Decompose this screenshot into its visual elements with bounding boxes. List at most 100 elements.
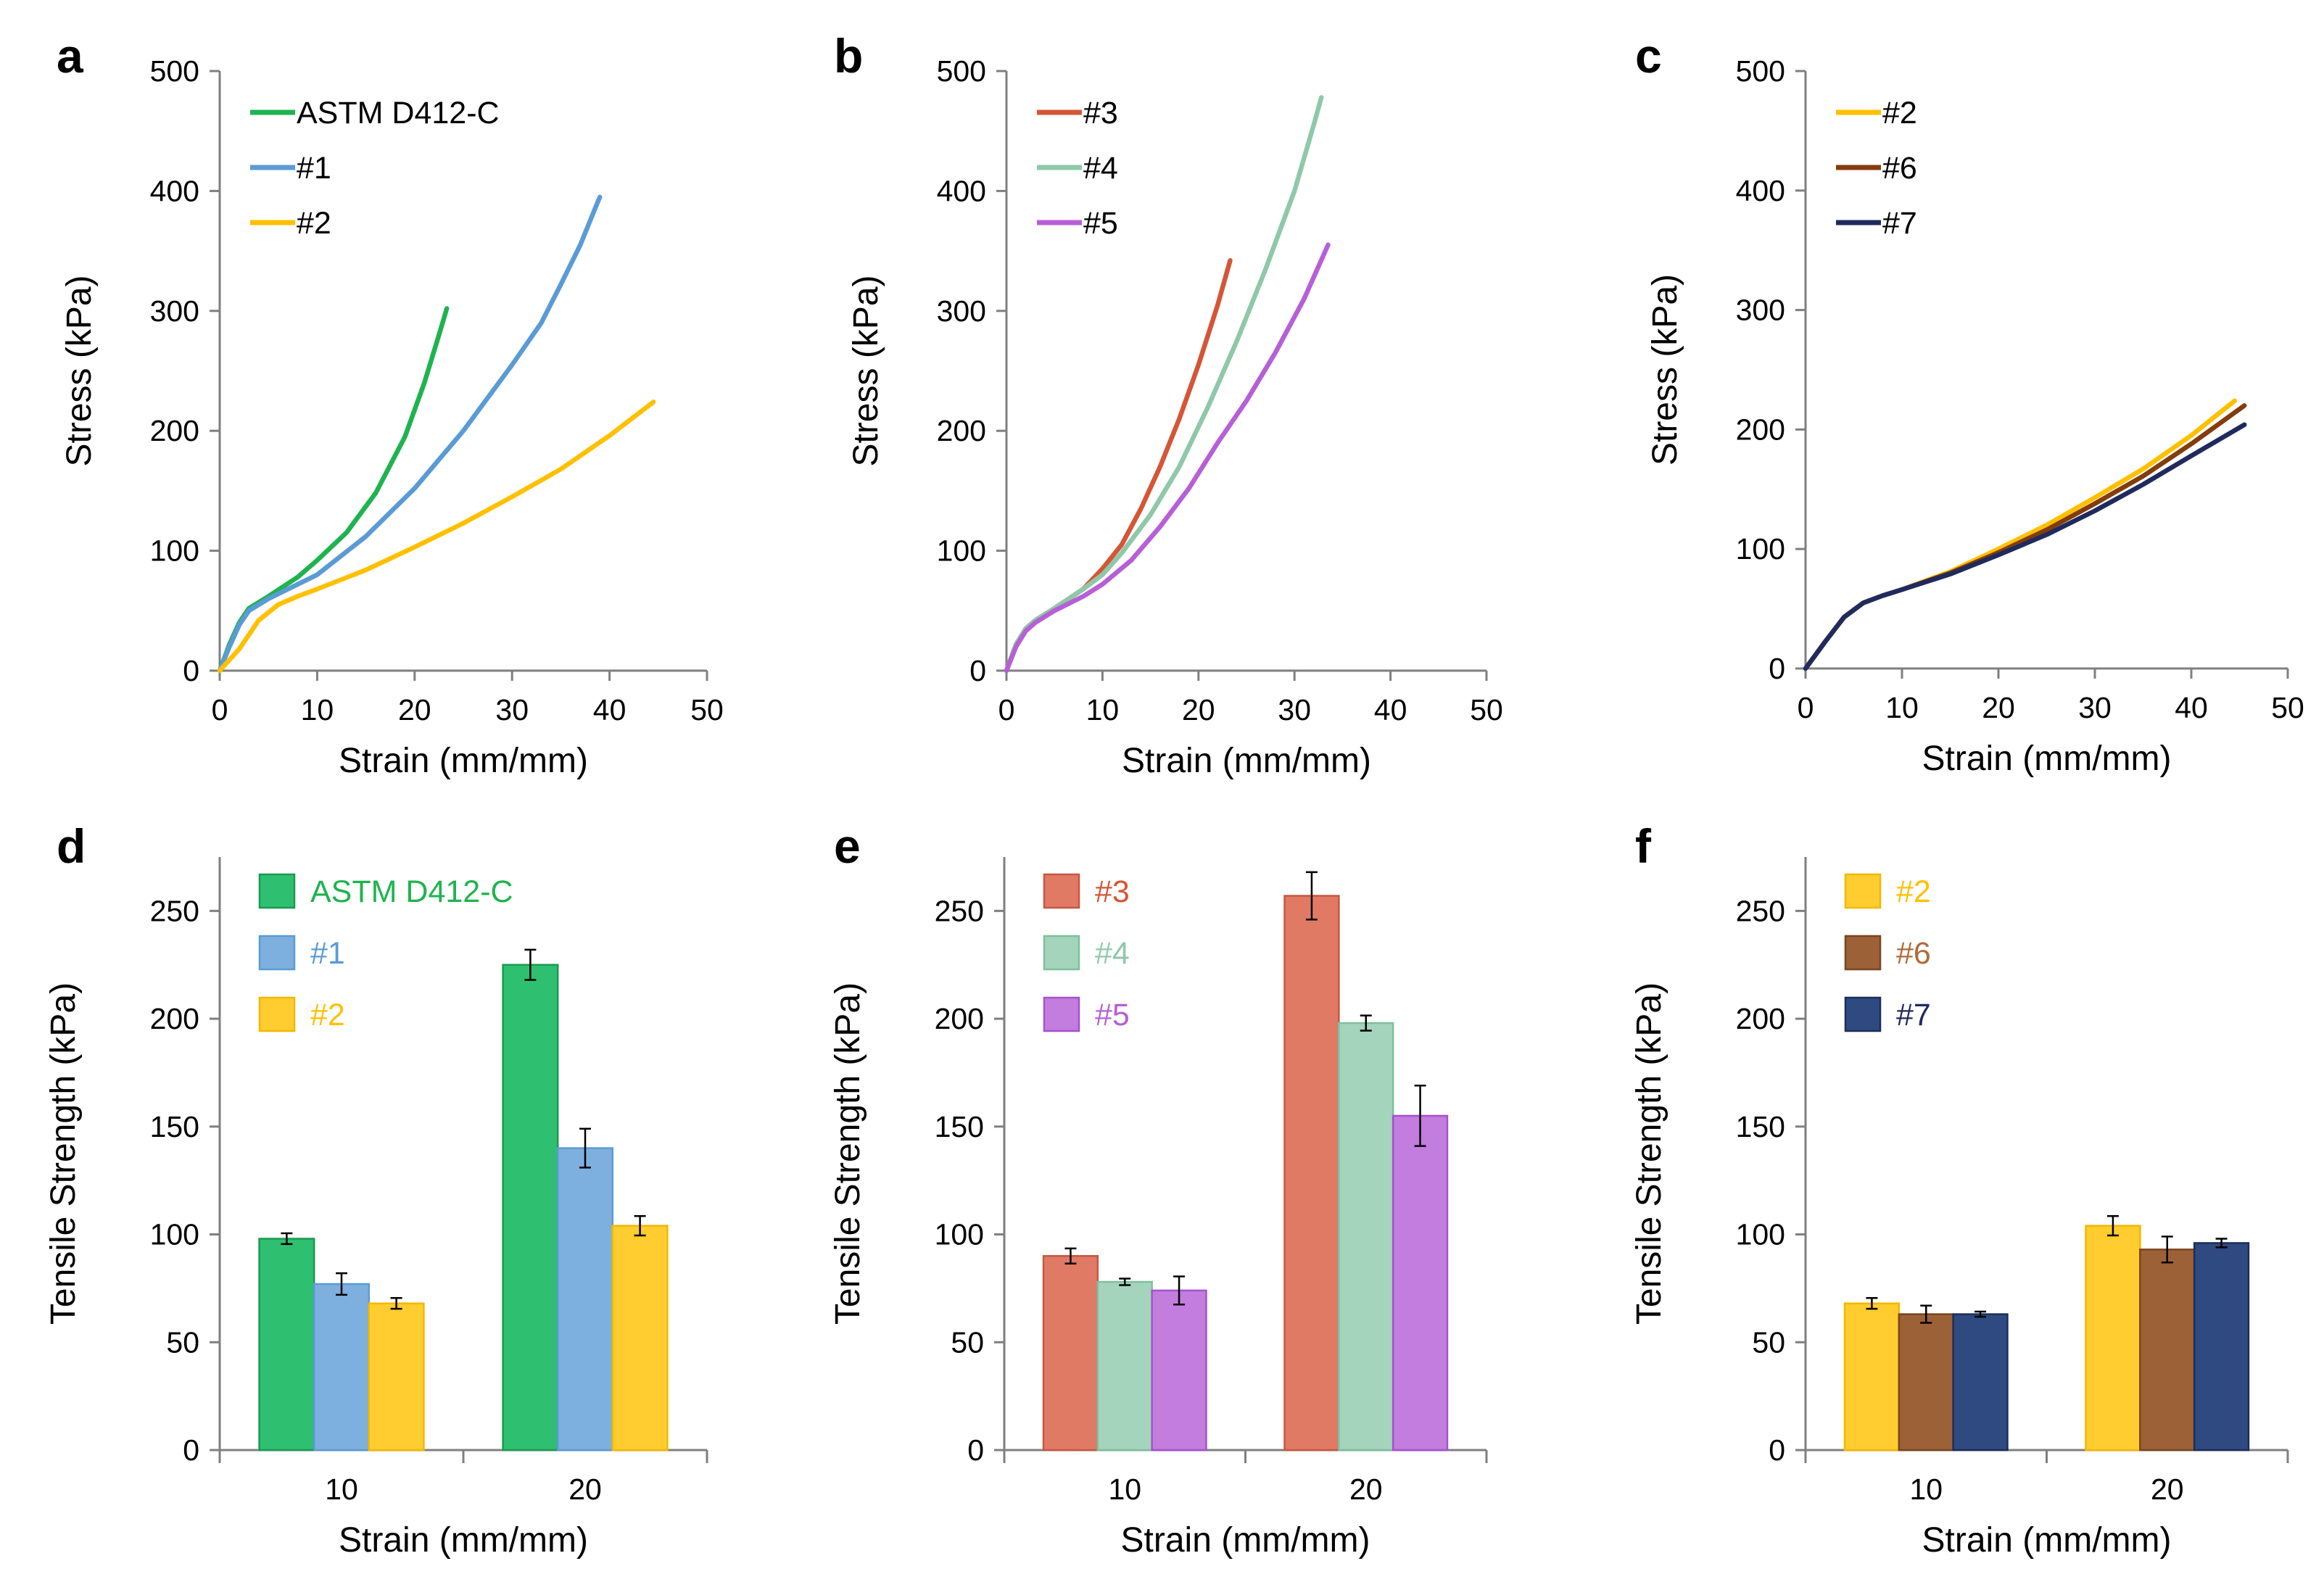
error-bar <box>1360 1014 1372 1032</box>
bar <box>1338 1022 1394 1452</box>
series-line <box>1004 258 1233 674</box>
error-bar <box>1414 1085 1426 1147</box>
error-bar <box>1173 1275 1186 1306</box>
x-tick-label: 20 <box>568 1473 602 1506</box>
legend-label: #6 <box>1882 151 1917 186</box>
y-tick-label: 300 <box>937 294 986 328</box>
x-tick-label: 20 <box>2151 1473 2184 1506</box>
y-tick-label: 150 <box>150 1110 199 1143</box>
x-tick-label: 30 <box>495 693 529 726</box>
y-tick-label: 0 <box>1769 1433 1785 1467</box>
y-tick-label: 200 <box>937 414 986 447</box>
error-bar <box>336 1272 347 1296</box>
bar <box>1898 1313 1954 1452</box>
series-line <box>217 399 656 674</box>
legend-swatch <box>1844 873 1882 909</box>
legend-swatch <box>1043 935 1080 971</box>
error-bar <box>579 1127 591 1169</box>
bar <box>611 1225 669 1452</box>
y-tick-label: 50 <box>951 1325 984 1359</box>
y-tick-label: 100 <box>937 534 986 568</box>
y-tick-label: 150 <box>935 1110 984 1143</box>
y-tick-label: 100 <box>1736 1218 1785 1251</box>
legend-swatch <box>1844 935 1882 971</box>
error-bar <box>1119 1278 1131 1286</box>
legend-label: #3 <box>1095 874 1130 909</box>
series-line <box>1803 398 2238 671</box>
series-line <box>1004 95 1324 674</box>
y-tick-label: 250 <box>150 894 199 927</box>
x-tick-label: 40 <box>593 693 627 726</box>
bar <box>1096 1280 1153 1452</box>
x-tick-label: 0 <box>212 693 228 726</box>
error-bar <box>1064 1247 1077 1264</box>
y-tick-label: 500 <box>1736 54 1785 88</box>
y-tick-label: 0 <box>969 654 986 687</box>
x-tick-label: 10 <box>1909 1473 1943 1506</box>
x-axis-title: Strain (mm/mm) <box>339 1521 588 1560</box>
y-tick-label: 0 <box>1769 652 1785 685</box>
y-tick-label: 100 <box>150 1218 199 1251</box>
x-tick-label: 10 <box>301 693 334 726</box>
y-tick-label: 200 <box>150 414 199 447</box>
y-axis-title: Stress (kPa) <box>847 275 885 466</box>
x-tick-label: 20 <box>1982 691 2015 724</box>
y-tick-label: 400 <box>150 174 199 207</box>
bar <box>1391 1114 1449 1452</box>
legend-swatch <box>258 873 296 909</box>
legend-label: #1 <box>310 936 345 971</box>
legend-label: #6 <box>1896 936 1931 971</box>
x-tick-label: 10 <box>1108 1473 1141 1506</box>
legend-swatch <box>1043 873 1080 909</box>
y-tick-label: 50 <box>1752 1325 1785 1359</box>
error-bar <box>1974 1310 1987 1318</box>
y-tick-label: 50 <box>166 1325 199 1359</box>
x-axis-title: Strain (mm/mm) <box>339 742 588 780</box>
y-tick-label: 150 <box>1736 1110 1785 1143</box>
bar <box>502 964 559 1452</box>
y-tick-label: 0 <box>183 654 199 687</box>
legend-label: ASTM D412-C <box>297 96 500 131</box>
error-bar <box>2161 1235 2173 1264</box>
legend-swatch <box>1844 996 1882 1032</box>
error-bar <box>1866 1297 1878 1310</box>
panel-letter-d: d <box>57 819 86 873</box>
x-tick-label: 20 <box>1182 693 1215 726</box>
x-tick-label: 10 <box>1885 691 1919 724</box>
y-tick-label: 0 <box>183 1433 199 1467</box>
legend-label: #4 <box>1095 936 1130 971</box>
y-tick-label: 500 <box>937 54 986 88</box>
y-tick-label: 400 <box>937 174 986 207</box>
legend-label: #2 <box>310 998 345 1032</box>
x-tick-label: 50 <box>1470 693 1503 726</box>
y-tick-label: 100 <box>150 534 199 568</box>
y-tick-label: 100 <box>1736 532 1785 566</box>
x-tick-label: 30 <box>2078 691 2112 724</box>
bar <box>2139 1249 2196 1452</box>
x-axis-title: Strain (mm/mm) <box>1121 1521 1370 1560</box>
series-line <box>217 194 603 674</box>
x-axis-title: Strain (mm/mm) <box>1122 742 1371 780</box>
bar <box>1283 895 1340 1452</box>
error-bar <box>2106 1215 2119 1237</box>
series-line <box>1803 422 2247 671</box>
panel-letter-a: a <box>57 29 84 83</box>
legend-label: #7 <box>1882 206 1917 241</box>
y-axis-title: Stress (kPa) <box>60 275 99 466</box>
x-tick-label: 20 <box>398 693 431 726</box>
y-tick-label: 200 <box>150 1002 199 1035</box>
x-axis-title: Strain (mm/mm) <box>1922 740 2172 778</box>
legend-label: #5 <box>1095 998 1130 1032</box>
legend-label: #2 <box>1896 874 1931 909</box>
x-tick-label: 0 <box>998 693 1015 726</box>
panel-e: e 0 50 100 150 200 250 Tensile Strength (kPa) St… <box>829 819 1488 1560</box>
bar <box>2193 1242 2250 1452</box>
x-tick-label: 50 <box>2271 691 2304 724</box>
y-axis-title: Tensile Strength (kPa) <box>829 982 867 1325</box>
error-bar <box>1920 1304 1932 1324</box>
bar <box>313 1283 371 1452</box>
y-tick-label: 0 <box>967 1433 984 1467</box>
